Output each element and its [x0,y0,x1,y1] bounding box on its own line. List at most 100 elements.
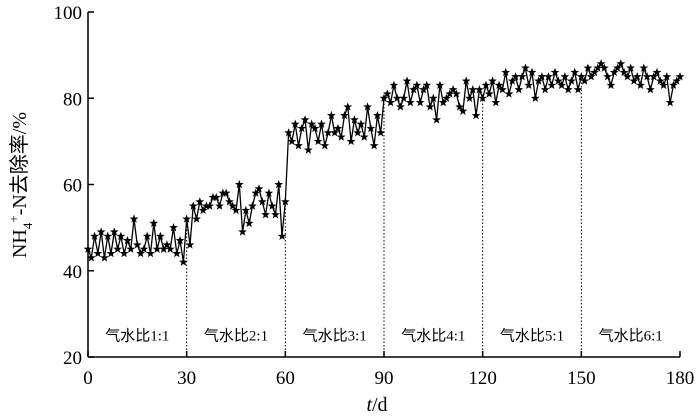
data-point [527,67,537,77]
data-point [257,197,267,206]
data-point [540,85,550,94]
data-point [415,97,425,107]
data-point [175,235,185,245]
data-point [284,128,293,137]
data-point [185,240,195,249]
data-point [215,201,224,210]
phase-label: 气水比6:1 [599,327,663,344]
data-point [356,119,366,128]
data-point [336,132,346,141]
data-point [662,72,672,81]
x-axis-label: t/d [366,394,387,416]
data-point [560,72,570,81]
data-point [172,248,182,258]
data-point [507,76,517,85]
data-point [317,119,326,128]
data-point [327,110,336,120]
data-point [553,76,563,85]
data-point [672,76,682,85]
phase-label: 气水比2:1 [204,327,268,344]
data-point [83,244,93,253]
data-point [445,89,455,98]
data-point [669,80,678,90]
data-point [652,67,662,77]
data-point [382,89,392,98]
x-tick-label: 30 [177,368,196,389]
data-point [646,85,655,94]
data-point [481,80,491,90]
data-point [195,197,205,206]
data-point [517,72,527,81]
data-point [136,248,145,258]
data-point [290,119,300,128]
data-point [90,231,99,240]
data-point [675,72,685,81]
data-point [448,85,458,94]
data-point [307,119,317,128]
y-tick-label: 60 [63,176,82,197]
data-point [599,63,609,72]
data-point [363,102,372,111]
data-point [478,93,488,102]
data-point [461,76,471,85]
data-point [221,188,231,197]
data-point [359,132,369,141]
data-point [471,110,481,120]
data-point [225,197,234,206]
data-point [639,63,649,72]
data-point [192,214,201,223]
data-point [330,128,340,137]
data-point [649,72,659,81]
data-point [202,201,211,210]
data-point [432,115,441,124]
data-point [271,210,280,219]
data-point [369,141,379,150]
data-point [636,80,645,90]
data-point [530,93,540,102]
phase-label: 气水比4:1 [401,327,465,344]
data-point [458,106,468,115]
data-point [613,63,622,72]
data-point [623,72,632,81]
data-point [254,184,264,193]
data-point [96,227,106,236]
data-point [155,231,165,240]
data-point [287,136,297,146]
data-point [438,97,448,107]
data-point [169,223,178,232]
data-point [248,201,257,210]
data-point [300,115,310,124]
data-point [116,231,126,240]
data-point [139,244,149,253]
data-point [109,227,119,236]
data-point [409,85,418,94]
data-point [550,67,560,77]
data-point [211,192,221,202]
x-tick-label: 120 [468,368,497,389]
data-point [405,97,415,107]
data-point [494,80,504,90]
data-point [428,93,438,102]
data-point [451,89,461,98]
data-point [567,76,576,85]
data-point [596,59,606,68]
data-point [373,110,382,120]
data-point [524,80,534,90]
data-point [234,179,244,189]
data-point [346,136,356,146]
data-point [606,80,616,90]
data-point [590,67,599,77]
data-point [93,248,103,258]
data-point [228,201,238,210]
series-layer [83,59,685,266]
data-point [333,123,343,133]
data-point [521,63,530,72]
phase-label: 气水比5:1 [500,327,564,344]
data-point [422,80,432,90]
data-point [119,248,129,258]
data-point [399,93,409,102]
data-point [580,76,589,85]
data-point [412,80,422,90]
data-point [632,72,642,81]
data-point [435,80,445,90]
